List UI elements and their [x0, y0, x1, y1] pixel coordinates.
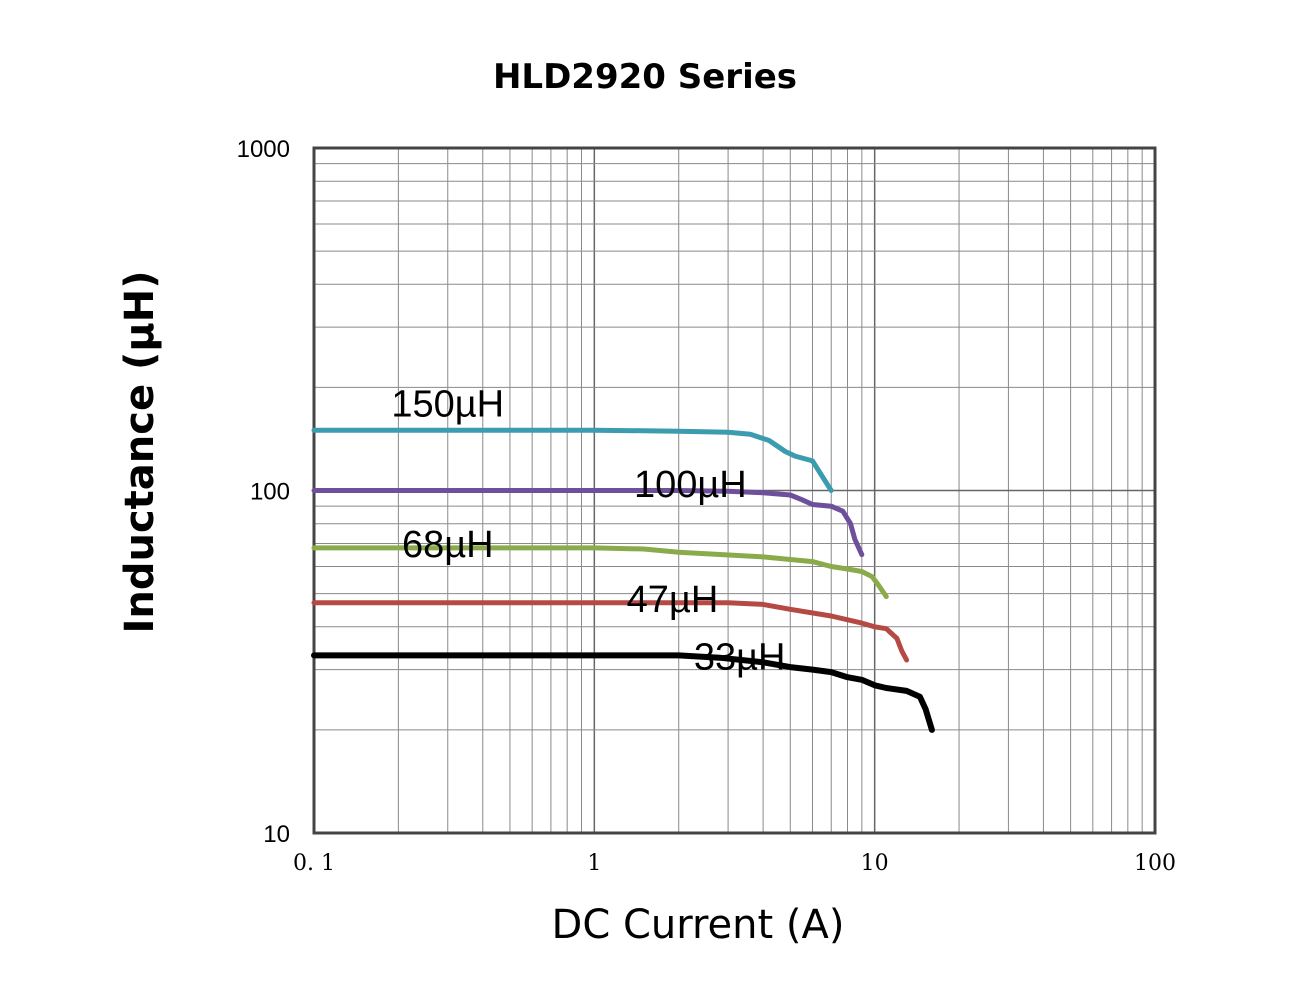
- series-label: 68µH: [402, 524, 494, 566]
- y-tick-label: 100: [250, 479, 290, 506]
- y-tick-label: 1000: [237, 136, 290, 163]
- series-label: 150µH: [391, 384, 504, 426]
- series-line: [311, 488, 865, 558]
- y-axis-title: Inductance (µH): [117, 270, 163, 633]
- series-line: [311, 427, 834, 493]
- series-label: 47µH: [627, 579, 719, 621]
- x-axis-title: DC Current (A): [552, 902, 845, 948]
- y-tick-label: 10: [263, 821, 290, 848]
- series-line: [311, 545, 889, 600]
- series-line: [311, 600, 910, 663]
- y-tick-labels: 10 100 1000: [237, 136, 290, 848]
- x-tick-label: 1: [587, 851, 601, 876]
- x-tick-labels: 0. 1 1 10 100: [293, 851, 1176, 876]
- series-label: 33µH: [694, 636, 786, 678]
- series-labels: 150µH 100µH 68µH 47µH 33µH: [391, 384, 785, 679]
- x-tick-label: 10: [861, 851, 889, 876]
- series-line: [311, 652, 935, 733]
- series-label: 100µH: [634, 464, 747, 506]
- series-lines: [311, 427, 935, 733]
- x-tick-label: 100: [1134, 851, 1176, 876]
- x-tick-label: 0. 1: [293, 851, 335, 876]
- chart-title: HLD2920 Series: [493, 57, 797, 97]
